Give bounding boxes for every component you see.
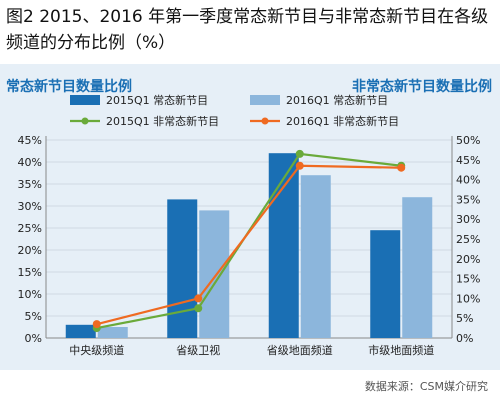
bar-2015q1-normal xyxy=(268,153,299,338)
legend-swatch xyxy=(250,95,280,105)
point-2015q1-special xyxy=(194,304,203,313)
legend-marker xyxy=(261,117,269,125)
point-2016q1-special xyxy=(194,294,203,303)
left-tick-label: 15% xyxy=(18,266,42,279)
bar-2015q1-normal xyxy=(65,324,96,338)
data-source-note: 数据来源：CSM媒介研究 xyxy=(364,380,488,393)
left-tick-label: 40% xyxy=(18,156,42,169)
bar-2016q1-normal xyxy=(402,197,433,338)
right-tick-label: 35% xyxy=(456,193,480,206)
left-tick-label: 20% xyxy=(18,244,42,257)
category-label: 市级地面频道 xyxy=(368,343,434,357)
right-tick-label: 50% xyxy=(456,134,480,147)
right-tick-label: 10% xyxy=(456,292,480,305)
line-2016q1-special xyxy=(96,164,402,326)
point-2016q1-special xyxy=(397,163,406,172)
figure-title: 图2 2015、2016 年第一季度常态新节目与非常态新节目在各级频道的分布比例… xyxy=(6,7,489,53)
bar-2016q1-normal xyxy=(300,175,331,338)
left-tick-label: 0% xyxy=(25,332,42,345)
left-tick-label: 45% xyxy=(18,134,42,147)
bar-2016q1-normal xyxy=(97,327,128,338)
right-tick-label: 30% xyxy=(456,213,480,226)
category-label: 省级卫视 xyxy=(176,343,220,357)
point-2016q1-special xyxy=(92,320,101,329)
left-axis-subtitle: 常态新节目数量比例 xyxy=(6,79,132,95)
left-tick-label: 25% xyxy=(18,222,42,235)
left-tick-label: 10% xyxy=(18,288,42,301)
right-tick-label: 20% xyxy=(456,253,480,266)
legend-label: 2015Q1 非常态新节目 xyxy=(106,114,219,128)
category-label: 中央级频道 xyxy=(69,343,124,357)
left-tick-label: 30% xyxy=(18,200,42,213)
bar-2016q1-normal xyxy=(199,210,230,338)
legend-marker xyxy=(81,117,89,125)
right-tick-label: 0% xyxy=(456,332,473,345)
bar-2015q1-normal xyxy=(167,199,198,338)
legend-label: 2016Q1 非常态新节目 xyxy=(286,114,399,128)
right-tick-label: 5% xyxy=(456,312,473,325)
legend-label: 2016Q1 常态新节目 xyxy=(286,93,388,107)
category-label: 省级地面频道 xyxy=(267,343,333,357)
legend-swatch xyxy=(70,95,100,105)
left-tick-label: 5% xyxy=(25,310,42,323)
point-2015q1-special xyxy=(295,149,304,158)
right-tick-label: 25% xyxy=(456,233,480,246)
right-tick-label: 45% xyxy=(456,154,480,167)
left-tick-label: 35% xyxy=(18,178,42,191)
point-2016q1-special xyxy=(295,161,304,170)
legend-label: 2015Q1 常态新节目 xyxy=(106,93,208,107)
right-tick-label: 15% xyxy=(456,273,480,286)
right-axis-subtitle: 非常态新节目数量比例 xyxy=(352,79,492,95)
bar-2015q1-normal xyxy=(370,230,401,338)
right-tick-label: 40% xyxy=(456,174,480,187)
line-2015q1-special xyxy=(96,152,402,330)
